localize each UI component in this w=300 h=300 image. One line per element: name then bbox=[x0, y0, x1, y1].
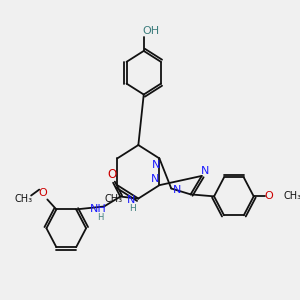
Text: O: O bbox=[38, 188, 47, 197]
Text: O: O bbox=[108, 168, 117, 181]
Text: N: N bbox=[152, 160, 160, 170]
Text: N: N bbox=[127, 194, 135, 205]
Text: N: N bbox=[151, 174, 159, 184]
Text: CH₃: CH₃ bbox=[15, 194, 33, 205]
Text: H: H bbox=[97, 213, 104, 222]
Text: NH: NH bbox=[90, 204, 107, 214]
Text: OH: OH bbox=[142, 26, 160, 36]
Text: N: N bbox=[172, 185, 181, 196]
Text: CH₃: CH₃ bbox=[284, 191, 300, 201]
Text: CH₃: CH₃ bbox=[105, 194, 123, 204]
Text: O: O bbox=[265, 191, 273, 201]
Text: N: N bbox=[201, 166, 209, 176]
Text: H: H bbox=[130, 204, 136, 213]
